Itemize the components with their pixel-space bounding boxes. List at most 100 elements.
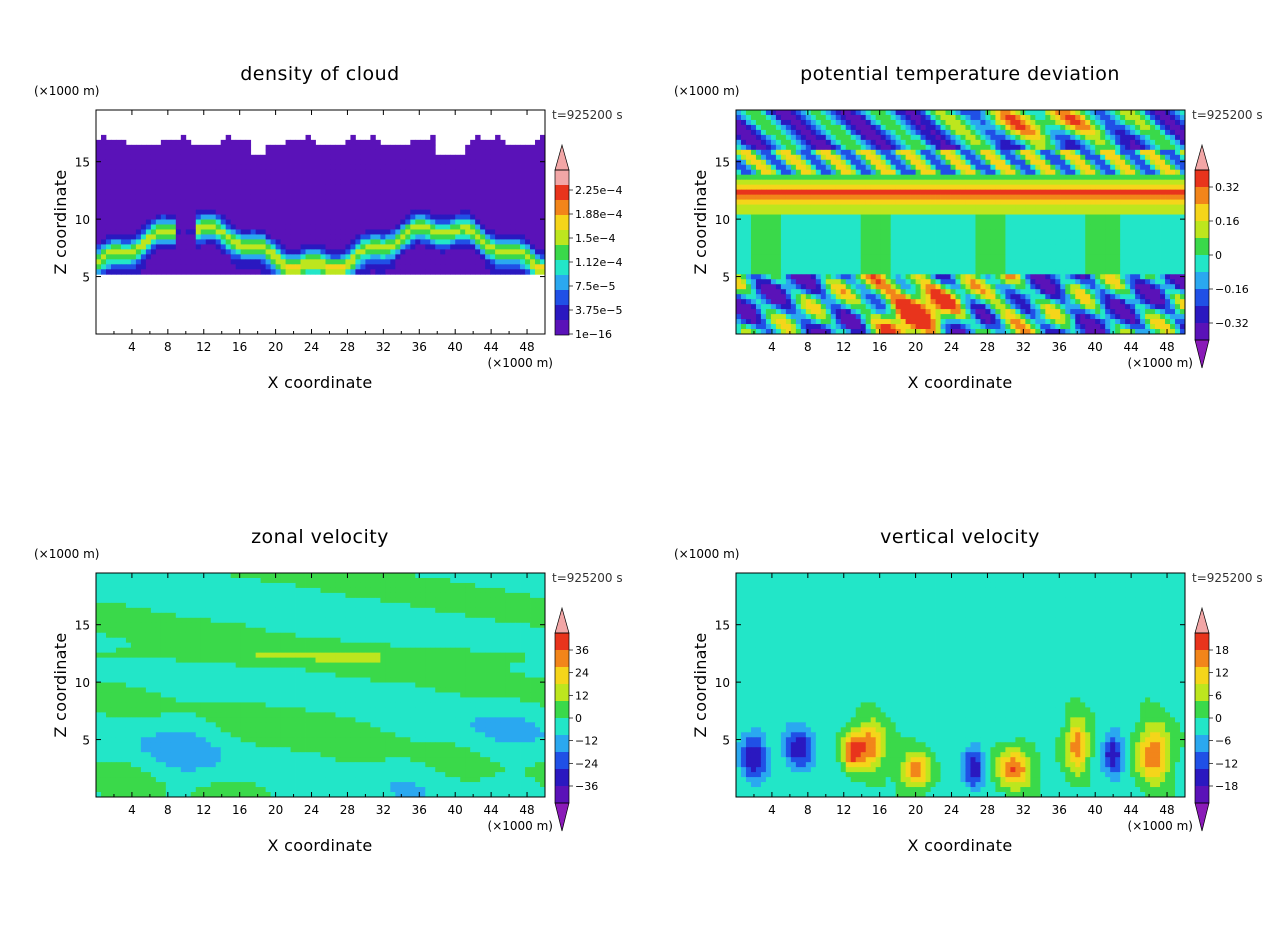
heatmap-cell xyxy=(1015,199,1021,205)
heatmap-cell xyxy=(1060,219,1066,225)
heatmap-cell xyxy=(890,179,897,186)
heatmap-cell xyxy=(110,214,117,220)
heatmap-cell xyxy=(520,219,526,225)
heatmap-cell xyxy=(795,184,802,191)
heatmap-cell xyxy=(920,164,926,171)
heatmap-cell xyxy=(790,239,797,245)
heatmap-cell xyxy=(940,224,946,230)
heatmap-cell xyxy=(795,234,802,240)
heatmap-cell xyxy=(935,219,941,225)
heatmap-cell xyxy=(1120,159,1126,166)
heatmap-cell xyxy=(1165,234,1171,240)
heatmap-cell xyxy=(120,154,127,161)
heatmap-cell xyxy=(485,269,491,275)
heatmap-cell xyxy=(355,214,361,220)
heatmap-cell xyxy=(835,189,842,196)
heatmap-cell xyxy=(285,254,291,260)
heatmap-cell xyxy=(1160,209,1166,215)
heatmap-cell xyxy=(215,204,222,210)
heatmap-cell xyxy=(100,174,107,181)
heatmap-cell xyxy=(815,244,822,250)
heatmap-cell xyxy=(430,224,436,230)
heatmap-cell xyxy=(1165,224,1171,230)
heatmap-cell xyxy=(1125,184,1131,191)
heatmap-cell xyxy=(920,114,926,121)
heatmap-cell xyxy=(845,189,852,196)
heatmap-cell xyxy=(500,264,506,270)
heatmap-cell xyxy=(260,159,267,166)
heatmap-cell xyxy=(1100,199,1106,205)
heatmap-cell xyxy=(1165,154,1171,161)
heatmap-cell xyxy=(1010,144,1016,151)
heatmap-cell xyxy=(430,204,436,210)
heatmap-cell xyxy=(465,164,471,171)
heatmap-cell xyxy=(830,234,837,240)
heatmap-cell xyxy=(350,259,356,265)
heatmap-cell xyxy=(1005,214,1011,220)
heatmap-cell xyxy=(980,244,986,250)
heatmap-cell xyxy=(225,144,232,151)
heatmap-cell xyxy=(995,159,1001,166)
heatmap-cell xyxy=(755,119,762,126)
heatmap-cell xyxy=(165,174,172,181)
heatmap-cell xyxy=(405,264,411,270)
heatmap-cell xyxy=(200,229,207,235)
heatmap-cell xyxy=(345,244,351,250)
heatmap-cell xyxy=(1165,204,1171,210)
heatmap-cell xyxy=(490,229,496,235)
heatmap-cell xyxy=(820,169,827,176)
heatmap-cell xyxy=(185,204,192,210)
heatmap-cell xyxy=(1045,149,1051,156)
heatmap-cell xyxy=(515,234,521,240)
heatmap-cell xyxy=(760,239,767,245)
heatmap-cell xyxy=(1180,169,1186,176)
heatmap-cell xyxy=(100,159,107,166)
heatmap-cell xyxy=(135,204,142,210)
heatmap-cell xyxy=(1130,244,1136,250)
heatmap-cell xyxy=(1170,219,1176,225)
heatmap-cell xyxy=(835,179,842,186)
heatmap-cell xyxy=(460,159,466,166)
heatmap-cell xyxy=(1155,164,1161,171)
heatmap-cell xyxy=(260,194,267,200)
heatmap-cell xyxy=(935,139,941,146)
heatmap-cell xyxy=(1095,239,1101,245)
heatmap-cell xyxy=(1125,154,1131,161)
heatmap-cell xyxy=(795,119,802,126)
heatmap-cell xyxy=(155,214,162,220)
heatmap-cell xyxy=(1085,239,1091,245)
heatmap-cell xyxy=(185,194,192,200)
heatmap-cell xyxy=(1030,164,1036,171)
heatmap-cell xyxy=(965,229,971,235)
heatmap-cell xyxy=(535,154,541,161)
heatmap-cell xyxy=(1160,134,1166,141)
heatmap-cell xyxy=(165,204,172,210)
heatmap-cell xyxy=(465,214,471,220)
heatmap-cell xyxy=(115,269,122,275)
heatmap-cell xyxy=(350,199,356,205)
heatmap-cell xyxy=(785,169,792,176)
heatmap-cell xyxy=(736,224,742,230)
heatmap-cell xyxy=(1175,234,1181,240)
heatmap-cell xyxy=(180,269,187,275)
heatmap-cell xyxy=(775,244,782,250)
heatmap-cell xyxy=(990,169,996,176)
heatmap-cell xyxy=(405,144,411,151)
heatmap-cell xyxy=(900,194,907,200)
heatmap-cell xyxy=(470,239,476,245)
heatmap-cell xyxy=(96,149,102,156)
heatmap-cell xyxy=(805,199,812,205)
heatmap-cell xyxy=(305,149,311,156)
heatmap-cell xyxy=(1085,219,1091,225)
heatmap-cell xyxy=(1095,174,1101,181)
heatmap-cell xyxy=(290,164,296,171)
heatmap-cell xyxy=(805,110,812,116)
heatmap-cell xyxy=(310,239,316,245)
heatmap-cell xyxy=(736,239,742,245)
heatmap-cell xyxy=(205,249,212,255)
heatmap-cell xyxy=(355,189,361,196)
heatmap-cell xyxy=(205,259,212,265)
heatmap-cell xyxy=(155,199,162,205)
heatmap-cell xyxy=(405,249,411,255)
heatmap-cell xyxy=(1180,189,1186,196)
